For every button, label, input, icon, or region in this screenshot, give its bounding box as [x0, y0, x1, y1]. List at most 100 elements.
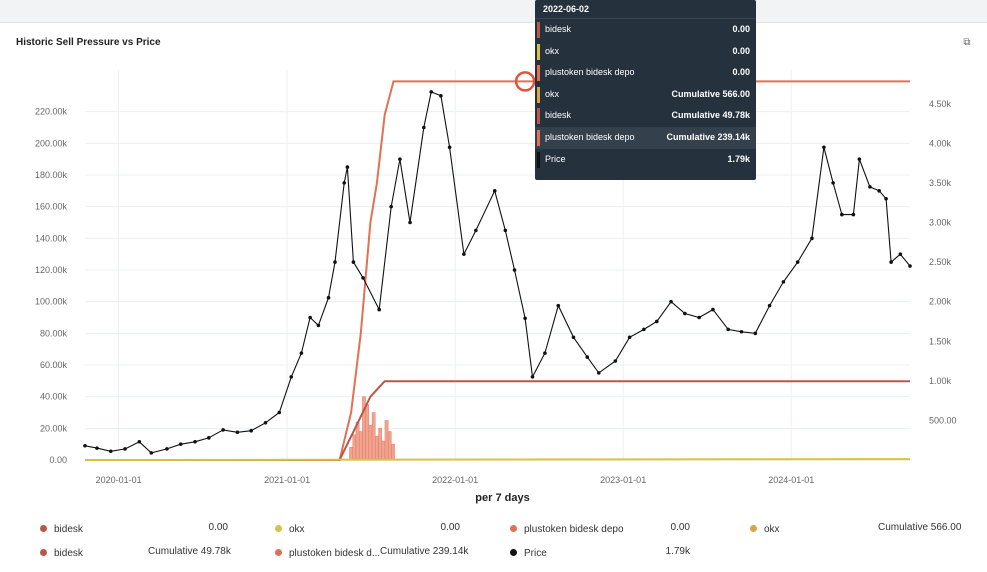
y2-tick-label: 1.50k: [929, 336, 952, 346]
price-point: [342, 181, 346, 185]
tooltip-rows: bidesk 0.00 okx 0.00 plustoken bidesk depo 0.…: [535, 19, 756, 170]
price-point: [398, 157, 402, 161]
legend-value: 0.00: [440, 522, 460, 533]
price-point: [193, 439, 197, 444]
y2-tick-label: 2.00k: [929, 297, 952, 307]
legend-item[interactable]: bidesk: [40, 546, 83, 562]
price-point: [543, 351, 547, 355]
y-tick-label: 160.00k: [35, 202, 68, 212]
legend-item[interactable]: okx: [275, 522, 305, 538]
legend-swatch: [510, 524, 517, 532]
tooltip-row: bidesk Cumulative 49.78k: [535, 105, 756, 127]
price-point: [840, 212, 844, 217]
tooltip-value: Cumulative 239.14k: [666, 131, 750, 142]
y2-tick-label: 2.50k: [929, 257, 952, 267]
tooltip-row: plustoken bidesk depo Cumulative 239.14k: [535, 126, 756, 149]
sell-bar: [384, 420, 389, 461]
price-point: [585, 355, 590, 359]
y-tick-label: 20.00k: [40, 423, 68, 433]
legend-value: Cumulative 566.00: [878, 522, 962, 533]
price-point: [333, 260, 337, 264]
tooltip-swatch: [537, 86, 540, 103]
legend-value: 1.79k: [665, 546, 690, 557]
sell-bar: [387, 431, 392, 461]
x-tick-label: 2022-01-01: [432, 475, 478, 485]
tooltip-swatch: [537, 151, 540, 168]
legend-item[interactable]: bidesk: [40, 522, 83, 538]
price-point: [137, 439, 142, 444]
price-point: [523, 316, 527, 321]
tooltip-value: Cumulative 49.78k: [671, 110, 750, 121]
y-tick-label: 100.00k: [35, 297, 68, 307]
cumulative-lines: [84, 80, 911, 461]
price-point: [462, 252, 466, 256]
tooltip-label: Price: [545, 153, 566, 164]
price-point: [447, 145, 452, 150]
x-tick-label: 2024-01-01: [768, 475, 814, 485]
price-point: [361, 276, 365, 280]
price-point: [669, 299, 673, 304]
y-tick-label: 0.00: [49, 455, 67, 465]
right-axis-ticks: 500.00 1.00k 1.50k 2.00k 2.50k 3.00k 3.50k 4.00…: [929, 99, 957, 426]
price-point: [326, 295, 331, 300]
price-point: [857, 157, 862, 161]
legend-value: 0.00: [208, 522, 228, 533]
x-tick-label: 2023-01-01: [600, 475, 646, 485]
price-point: [683, 311, 687, 316]
expand-icon[interactable]: ⧉: [963, 37, 971, 48]
sell-bar: [378, 428, 382, 461]
y-tick-label: 220.00k: [35, 107, 68, 117]
price-point: [851, 212, 856, 217]
left-axis-ticks: 0.00 20.00k 40.00k 60.00k 80.00k 100.00k 120.0…: [35, 107, 68, 465]
legend-item[interactable]: plustoken bidesk d...: [275, 546, 380, 562]
legend-value: 0.00: [670, 522, 690, 533]
price-point: [739, 329, 744, 334]
y-tick-label: 80.00k: [40, 328, 68, 338]
legend-swatch: [275, 524, 282, 532]
legend-item[interactable]: Price: [510, 546, 547, 562]
sell-bar: [368, 424, 373, 461]
chart-card-title: Historic Sell Pressure vs Price: [16, 37, 161, 48]
tooltip-value: 0.00: [732, 67, 750, 78]
tooltip-swatch: [537, 108, 540, 125]
legend-label: bidesk: [54, 548, 83, 559]
sell-bar: [349, 447, 353, 461]
price-point: [439, 94, 443, 98]
price-point: [877, 189, 881, 193]
tooltip-label: plustoken bidesk depo: [545, 131, 635, 142]
legend-label: bidesk: [54, 524, 83, 535]
tooltip-swatch: [537, 22, 540, 38]
tooltip-date: 2022-06-02: [535, 0, 756, 19]
price-point: [753, 331, 758, 336]
y-tick-label: 200.00k: [35, 138, 68, 148]
price-point: [345, 165, 350, 169]
price-point: [571, 335, 576, 340]
price-point: [530, 375, 535, 379]
price-point: [810, 236, 814, 241]
price-series: [83, 90, 912, 455]
y-tick-label: 180.00k: [35, 170, 68, 180]
price-point: [235, 430, 240, 435]
legend-label: okx: [289, 524, 305, 535]
price-point: [149, 451, 154, 455]
tooltip-row: Price 1.79k: [535, 149, 756, 171]
tooltip-swatch: [537, 129, 540, 146]
sell-bar: [391, 443, 395, 461]
legend-item[interactable]: plustoken bidesk depo: [510, 522, 624, 538]
chart-canvas: 0.00 20.00k 40.00k 60.00k 80.00k 100.00k 120.0…: [35, 70, 957, 504]
price-point: [95, 446, 99, 450]
legend-label: Price: [524, 548, 547, 559]
tooltip-value: 0.00: [732, 24, 750, 34]
price-point: [711, 307, 715, 312]
price-point: [308, 315, 312, 320]
y-tick-label: 40.00k: [40, 392, 68, 402]
price-point: [221, 428, 225, 432]
price-point: [429, 90, 434, 94]
price-point: [781, 280, 786, 284]
tooltip-swatch: [537, 43, 540, 60]
legend-value: Cumulative 49.78k: [148, 546, 231, 557]
sell-bar: [352, 434, 357, 461]
legend-item[interactable]: okx: [750, 522, 780, 538]
sell-bar: [365, 404, 370, 461]
price-point: [389, 204, 393, 209]
